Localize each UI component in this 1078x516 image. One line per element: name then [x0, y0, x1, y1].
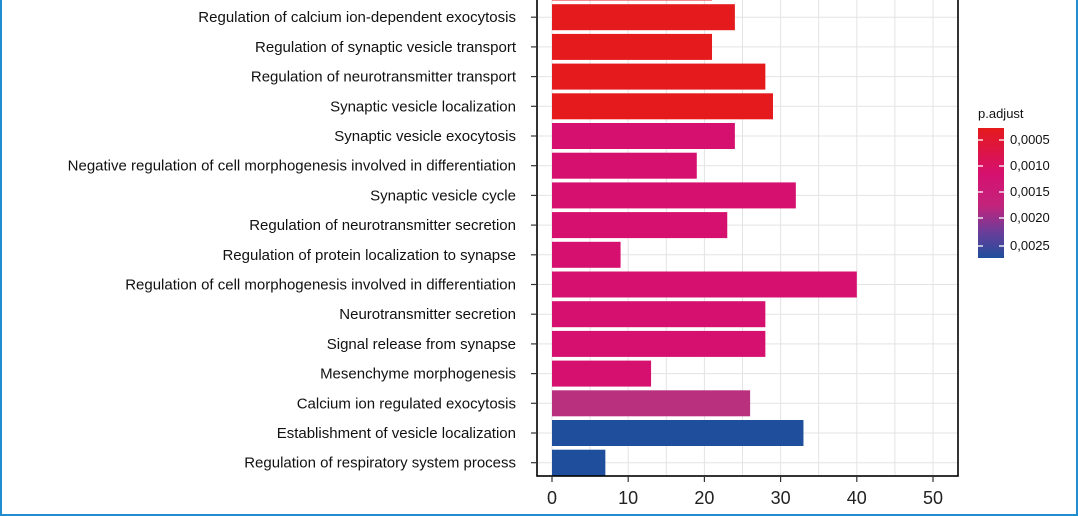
- category-label: Calcium ion regulated exocytosis: [297, 395, 516, 412]
- legend-label: 0,0020: [1010, 210, 1050, 225]
- legend-title: p.adjust: [978, 106, 1024, 121]
- panel-border: [536, 0, 959, 477]
- bar: [552, 152, 697, 179]
- bar: [552, 123, 735, 149]
- category-label: Regulation of respiratory system process: [244, 455, 516, 472]
- bar: [552, 271, 857, 298]
- legend-label: 0,0025: [1010, 238, 1050, 253]
- bar: [552, 0, 713, 1]
- category-label: Regulation of cell morphogenesis involve…: [125, 277, 516, 294]
- legend-label: 0,0005: [1010, 132, 1050, 147]
- category-label: Mesenchyme morphogenesis: [320, 366, 516, 383]
- bar: [552, 93, 773, 120]
- bar: [552, 241, 621, 268]
- x-tick-label: 40: [847, 488, 867, 508]
- legend-label: 0,0010: [1010, 158, 1050, 173]
- category-label: Regulation of neurotransmitter transport: [251, 69, 517, 86]
- x-tick-label: 10: [618, 488, 638, 508]
- bar: [552, 420, 804, 446]
- plot-area: Regulation of calcium ion-dependent exoc…: [68, 0, 959, 508]
- category-label: Neurotransmitter secretion: [339, 306, 516, 323]
- category-label: Synaptic vesicle localization: [330, 98, 516, 115]
- category-label: Establishment of vesicle localization: [277, 425, 516, 442]
- x-tick-label: 20: [694, 488, 714, 508]
- bar: [552, 33, 713, 60]
- category-label: Regulation of calcium ion-dependent exoc…: [198, 9, 516, 26]
- category-label: Signal release from synapse: [327, 336, 516, 353]
- category-label: Regulation of synaptic vesicle transport: [255, 39, 517, 56]
- legend: p.adjust 0,0005 0,0010 0,0015 0,0020 0,0025: [978, 106, 1050, 258]
- bar: [552, 330, 766, 357]
- bar: [552, 63, 766, 90]
- bar: [552, 4, 735, 31]
- bar: [552, 390, 751, 417]
- bar: [552, 212, 728, 239]
- x-tick-label: 0: [547, 488, 557, 508]
- bar: [552, 360, 652, 387]
- category-label: Regulation of neurotransmitter secretion: [249, 217, 516, 234]
- x-tick-label: 50: [923, 488, 943, 508]
- category-label: Synaptic vesicle exocytosis: [334, 128, 516, 145]
- category-label: Negative regulation of cell morphogenesi…: [68, 158, 516, 175]
- x-tick-label: 30: [771, 488, 791, 508]
- category-label: Regulation of protein localization to sy…: [222, 247, 516, 264]
- bar: [552, 449, 606, 476]
- legend-colorbar: [978, 128, 1004, 258]
- legend-label: 0,0015: [1010, 184, 1050, 199]
- bar: [552, 182, 796, 209]
- bar: [552, 301, 766, 328]
- category-label: Synaptic vesicle cycle: [370, 187, 516, 204]
